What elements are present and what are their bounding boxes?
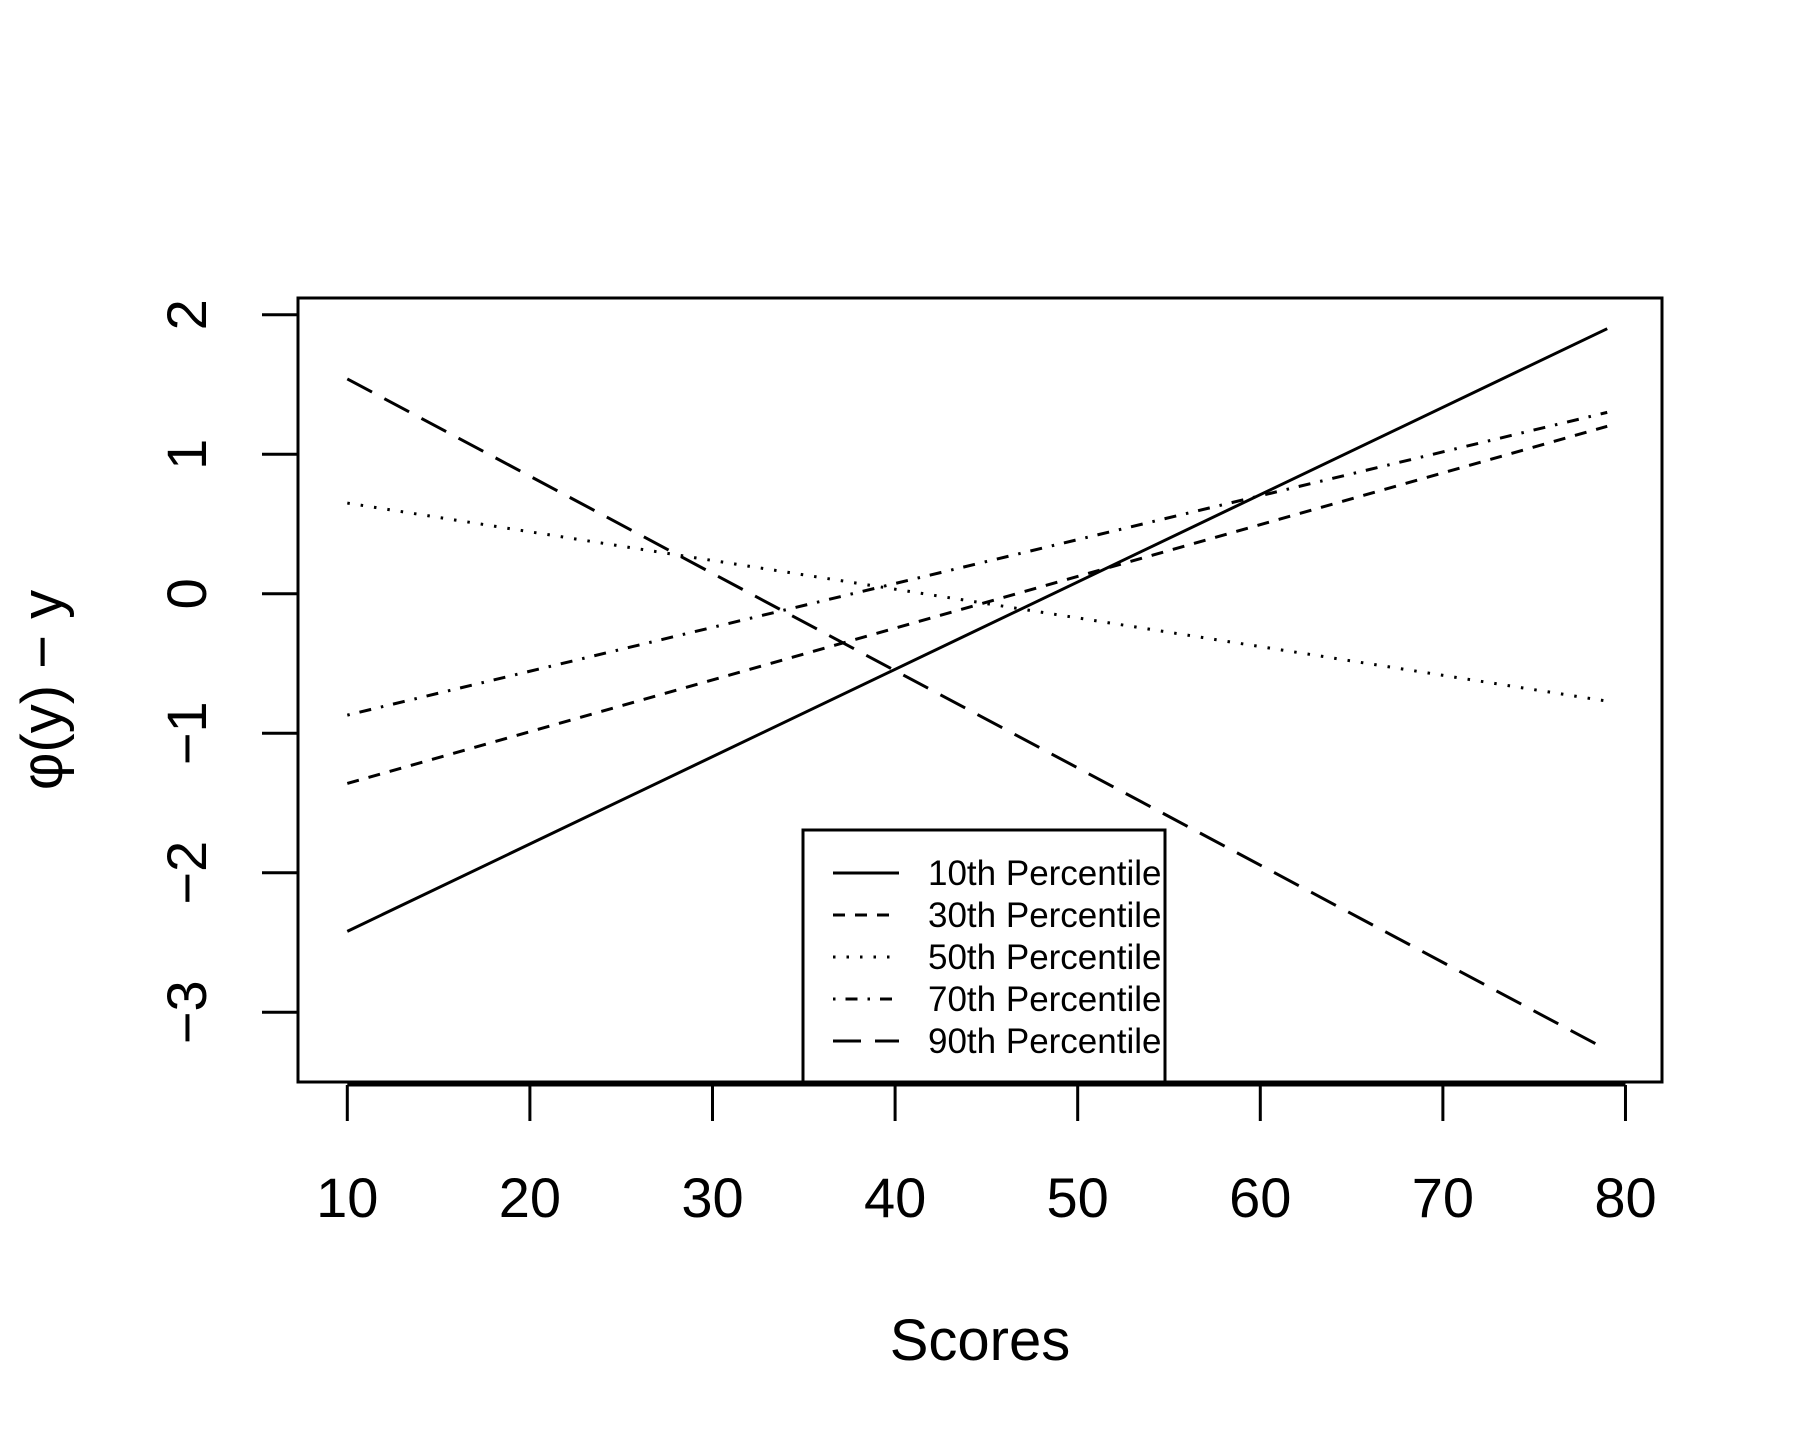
series-line — [346, 377, 1608, 1052]
legend-label: 10th Percentile — [928, 854, 1161, 893]
y-tick-label: 1 — [155, 439, 218, 470]
x-tick-label: 20 — [499, 1166, 561, 1229]
x-tick-label: 50 — [1047, 1166, 1109, 1229]
x-axis-title: Scores — [890, 1308, 1071, 1373]
x-tick-label: 30 — [681, 1166, 743, 1229]
series-line — [346, 410, 1608, 717]
series-line — [347, 501, 1608, 703]
x-tick-label: 60 — [1229, 1166, 1291, 1229]
legend-box — [801, 828, 1167, 1084]
y-tick-label: −3 — [155, 980, 218, 1044]
x-tick-label: 10 — [316, 1166, 378, 1229]
x-axis: 10 20 30 40 50 60 70 80 — [316, 1083, 1657, 1229]
series-layer — [346, 327, 1608, 1052]
y-axis-title: φ(y) − y — [10, 590, 75, 790]
legend-label: 30th Percentile — [928, 896, 1161, 935]
series-line — [346, 327, 1608, 933]
y-tick-label: −1 — [155, 701, 218, 765]
x-tick-label: 80 — [1594, 1166, 1656, 1229]
legend-label: 70th Percentile — [928, 980, 1161, 1019]
legend-label: 90th Percentile — [928, 1022, 1161, 1061]
x-tick-label: 40 — [864, 1166, 926, 1229]
legend-label: 50th Percentile — [928, 938, 1161, 977]
y-axis: −3 −2 −1 0 1 2 — [155, 299, 300, 1044]
y-tick-label: −2 — [155, 841, 218, 905]
y-tick-label: 2 — [155, 299, 218, 330]
y-tick-label: 0 — [155, 578, 218, 609]
x-tick-label: 70 — [1412, 1166, 1474, 1229]
